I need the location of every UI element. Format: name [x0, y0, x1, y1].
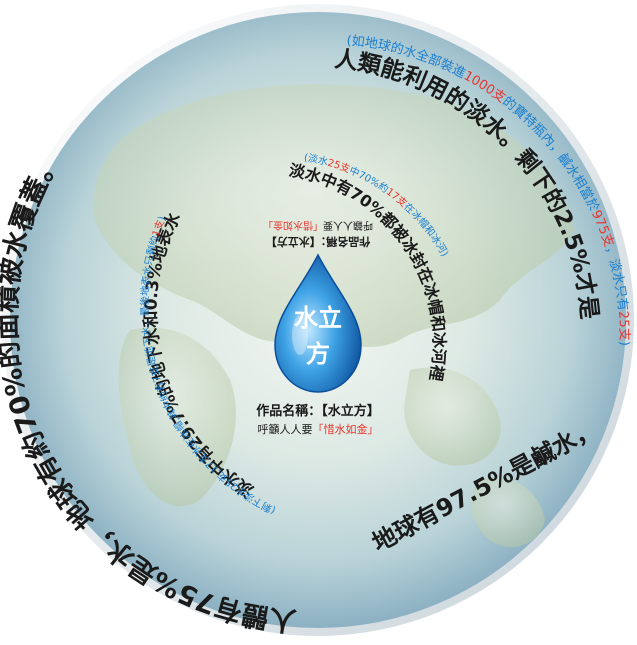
- caption-upside-down: 作品名稱：【水立方】 呼籲人人要「惜水如金」: [263, 219, 373, 249]
- drop-text-line2: 方: [306, 340, 330, 368]
- svg-text:呼籲人人要「惜水如金」: 呼籲人人要「惜水如金」: [263, 219, 373, 232]
- caption-slogan-prefix: 呼籲人人要: [257, 423, 313, 436]
- drop-text-line1: 水立: [294, 304, 342, 332]
- caption-title-work: 【水立方】: [321, 404, 380, 419]
- caption-title-prefix: 作品名稱：: [256, 404, 322, 419]
- svg-text:作品名稱：【水立方】: 作品名稱：【水立方】: [266, 235, 371, 249]
- water-drop-logo: [274, 253, 362, 393]
- caption-slogan-quote: 「惜水如金」: [312, 423, 379, 436]
- caption-block: 作品名稱：【水立方】 呼籲人人要「惜水如金」: [238, 400, 398, 437]
- continents: [93, 84, 575, 548]
